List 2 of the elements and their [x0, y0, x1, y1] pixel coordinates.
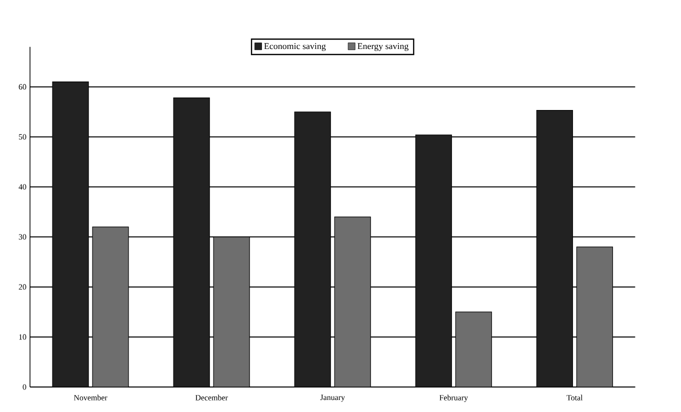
legend-label: Economic saving [264, 43, 326, 51]
legend-label: Energy saving [358, 43, 408, 51]
